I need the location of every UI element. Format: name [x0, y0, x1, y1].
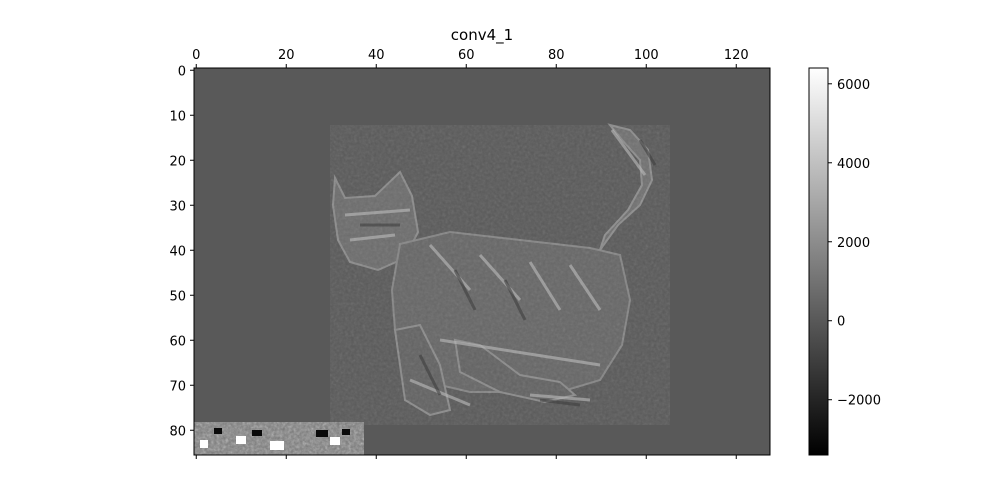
cat-activation-region [330, 123, 670, 425]
plot-frame [193, 67, 771, 456]
x-tick-label: 20 [278, 48, 295, 63]
chart-title: conv4_1 [451, 26, 513, 45]
colorbar-ticks: 6000 4000 2000 0 −2000 [828, 78, 881, 409]
x-tick-label: 120 [724, 48, 749, 63]
x-tick-label: 100 [634, 48, 659, 63]
y-tick-label: 10 [169, 109, 186, 124]
y-tick-label: 50 [169, 289, 186, 304]
x-axis-ticks: 0 20 40 60 80 100 120 [192, 48, 749, 459]
y-tick-label: 40 [169, 244, 186, 259]
y-tick-label: 0 [178, 64, 186, 79]
colorbar-tick-label: 6000 [837, 78, 870, 93]
colorbar-gradient [808, 67, 829, 456]
x-tick-label: 60 [458, 48, 475, 63]
colorbar-tick-label: 2000 [837, 236, 870, 251]
y-tick-label: 30 [169, 199, 186, 214]
edge-activation-strip [194, 422, 364, 455]
y-tick-label: 20 [169, 154, 186, 169]
colorbar-tick-label: −2000 [837, 394, 881, 409]
heatmap-plot [194, 68, 770, 455]
x-tick-label: 0 [192, 48, 200, 63]
colorbar: 6000 4000 2000 0 −2000 [808, 67, 881, 456]
y-tick-label: 80 [169, 424, 186, 439]
y-tick-label: 60 [169, 334, 186, 349]
colorbar-tick-label: 0 [837, 315, 845, 330]
colorbar-tick-label: 4000 [837, 157, 870, 172]
x-tick-label: 80 [548, 48, 565, 63]
y-tick-label: 70 [169, 379, 186, 394]
x-tick-label: 40 [368, 48, 385, 63]
y-axis-ticks: 0 10 20 30 40 50 60 70 80 [169, 64, 194, 439]
